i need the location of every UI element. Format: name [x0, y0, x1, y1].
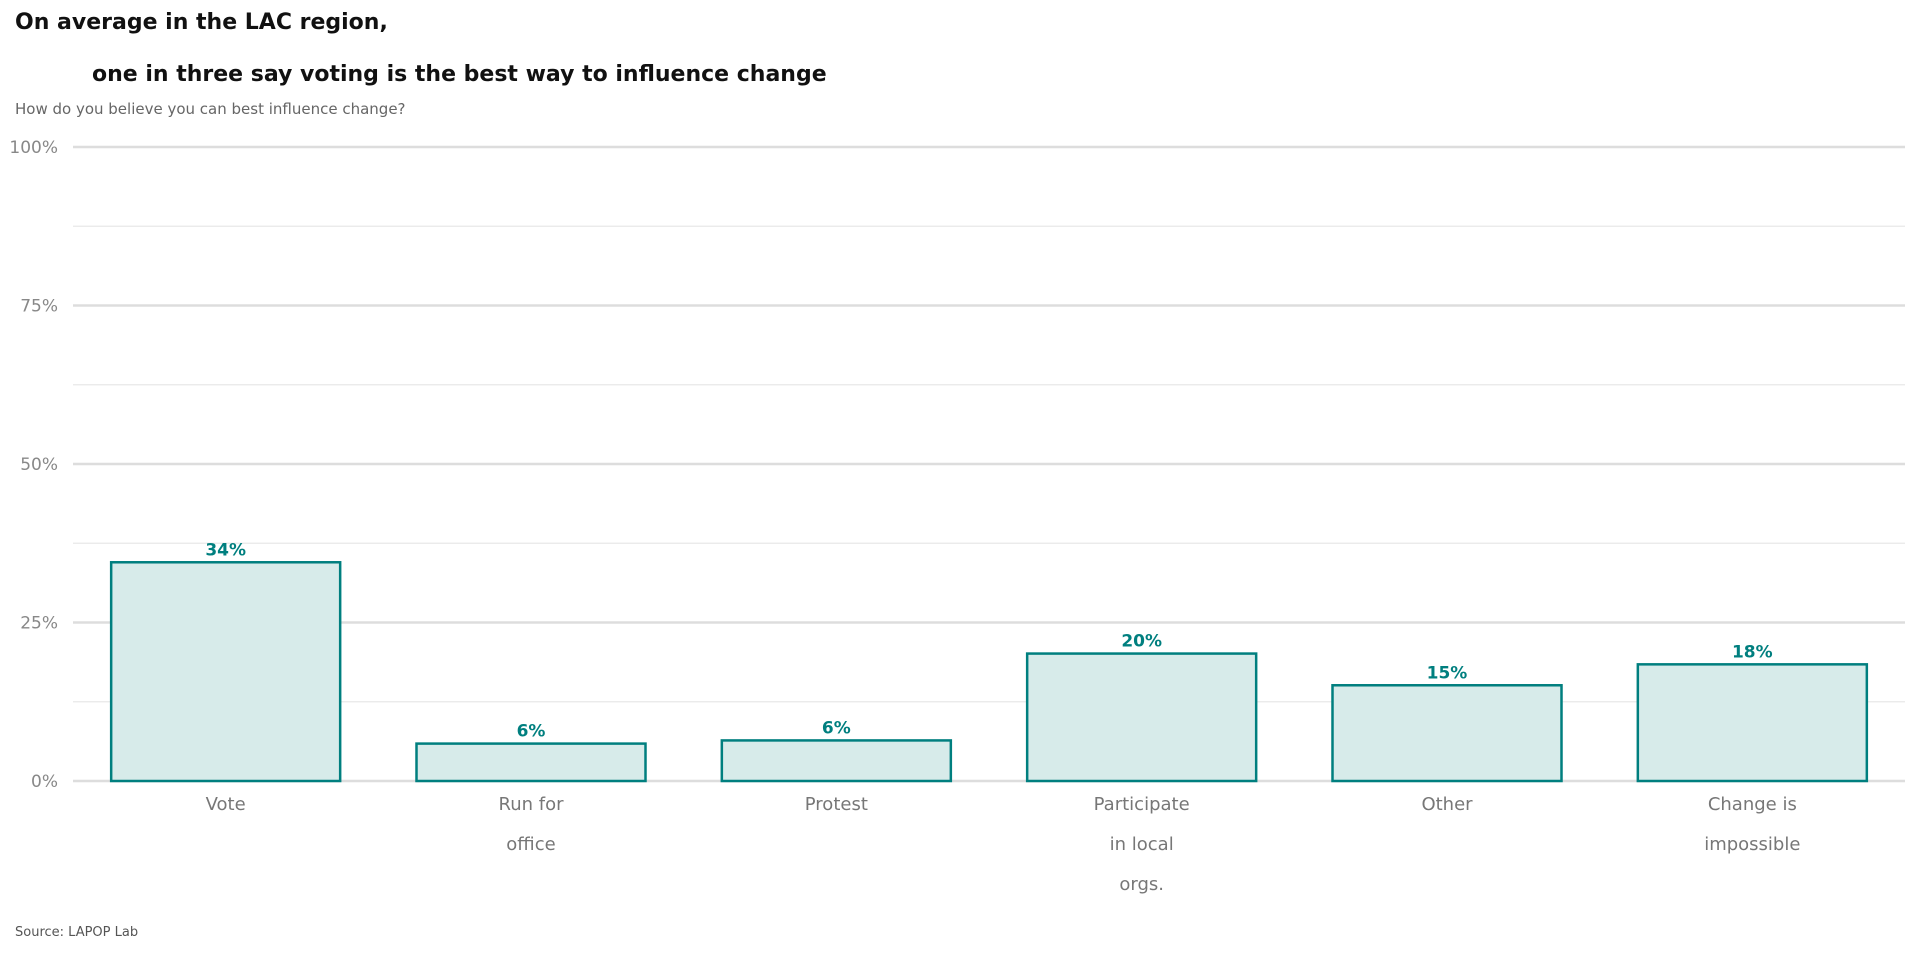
bar	[109, 561, 342, 783]
source-note: Source: LAPOP Lab	[15, 925, 139, 940]
x-category-label: Participate in local orgs.	[1094, 794, 1190, 895]
x-axis-labels: Vote Run for office Protest Participate in lo…	[206, 794, 1801, 895]
x-category-label: Protest	[805, 794, 868, 815]
y-tick-label: 25%	[20, 614, 58, 634]
grid-lines	[73, 145, 1905, 783]
y-tick-label: 100%	[9, 138, 58, 158]
x-category-label: Change is impossible	[1704, 794, 1800, 855]
bar-value-label: 6%	[517, 722, 546, 742]
chart-subtitle: How do you believe you can best influenc…	[15, 100, 406, 118]
bar	[720, 739, 953, 783]
bar-value-label: 18%	[1732, 642, 1773, 662]
y-axis-labels: 0% 25% 50% 75% 100%	[9, 138, 58, 792]
data-labels: 34% 6% 6% 20% 15% 18%	[205, 540, 1772, 741]
chart-title-line-2: one in three say voting is the best way …	[92, 62, 827, 87]
bar-value-label: 15%	[1427, 663, 1468, 683]
bar-value-label: 6%	[822, 718, 851, 738]
x-category-label: Vote	[206, 794, 246, 815]
x-category-label: Other	[1421, 794, 1473, 815]
bar	[415, 742, 647, 783]
y-tick-label: 50%	[20, 455, 58, 475]
y-tick-label: 75%	[20, 297, 58, 317]
x-category-label: Run for office	[499, 794, 565, 855]
bar	[1331, 684, 1563, 783]
bars	[109, 561, 1869, 783]
bar	[1636, 663, 1869, 783]
y-tick-label: 0%	[31, 772, 58, 792]
chart-title-line-1: On average in the LAC region,	[15, 10, 388, 35]
bar	[1025, 652, 1258, 783]
bar-value-label: 20%	[1121, 632, 1162, 652]
bar-value-label: 34%	[205, 540, 246, 560]
